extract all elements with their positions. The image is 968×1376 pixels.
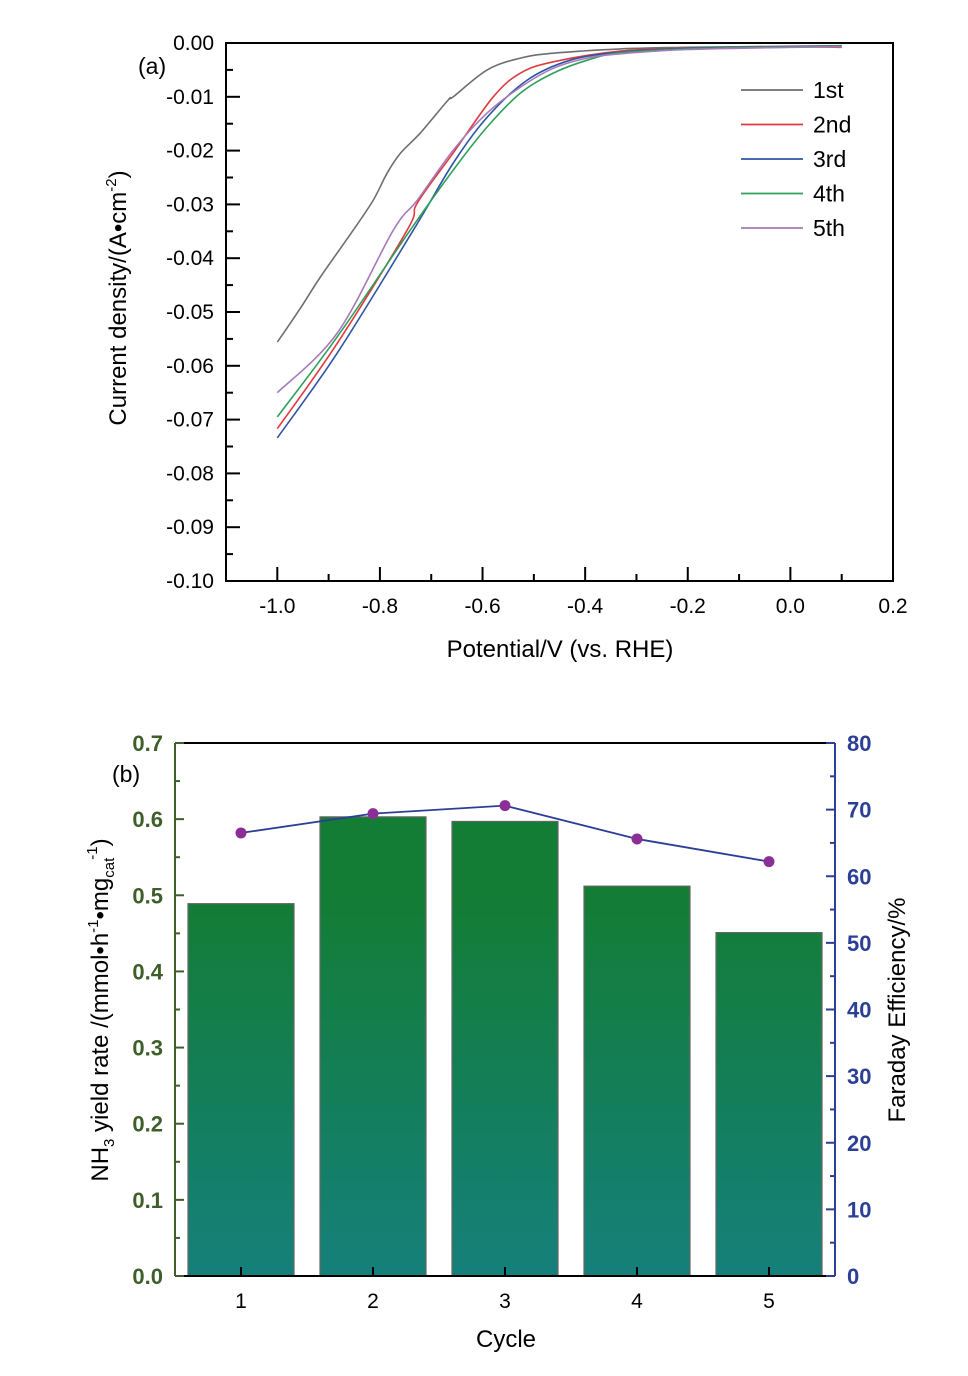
y-tick-label-a: -0.04	[166, 247, 214, 270]
x-tick-label-a: -0.6	[464, 595, 500, 618]
bars-group	[187, 816, 823, 1277]
legend-label-2nd: 2nd	[813, 112, 851, 138]
y-right-tick-label-b: 50	[847, 931, 871, 956]
x-tick-label-a: -0.4	[567, 595, 604, 618]
y-left-tick-label-b: 0.1	[132, 1188, 163, 1213]
bar-cycle-4	[583, 885, 691, 1277]
x-axis-title-b: Cycle	[476, 1326, 536, 1353]
bar-cycle-5	[715, 931, 823, 1277]
y-axis-title-a-main: Current density/(A•cm	[105, 192, 132, 426]
y-right-tick-label-b: 60	[847, 864, 871, 889]
legend-label-4th: 4th	[813, 181, 845, 207]
y-right-tick-label-b: 10	[847, 1197, 871, 1222]
faraday-point-cycle-1	[235, 827, 247, 839]
x-tick-label-b: 2	[367, 1290, 379, 1313]
y-right-tick-label-b: 0	[847, 1264, 859, 1289]
x-tick-label-b: 3	[499, 1290, 511, 1313]
y-axis-title-a-end: )	[105, 170, 132, 178]
ylabel-left-sub: 3	[101, 1139, 118, 1147]
x-tick-label-b: 5	[763, 1290, 775, 1313]
y-tick-label-a: -0.03	[166, 193, 214, 216]
ylabel-left-sub: cat	[101, 857, 118, 878]
bar-cycle-1	[187, 903, 295, 1277]
y-tick-label-a: -0.02	[166, 140, 214, 163]
y-right-tick-label-b: 70	[847, 798, 871, 823]
x-tick-label-a: -1.0	[259, 595, 295, 618]
ylabel-left-part: )	[87, 838, 114, 846]
chart-a-current-density: -1.0 -0.8 -0.6 -0.4 -0.2 0.0 0.2 0.00 -0.01 -0.02…	[103, 32, 908, 663]
series-line-1st	[276, 44, 842, 343]
x-tick-label-a: -0.8	[362, 595, 398, 618]
ylabel-left-sup: -1	[85, 919, 102, 932]
faraday-point-cycle-3	[499, 800, 511, 812]
ticks-group-b: 1 2 3 4 5 0.0 0.1 0.2 0.3 0.4 0.5 0.6 0.7 0 10 20 30 40 50…	[132, 731, 871, 1313]
y-left-tick-label-b: 0.7	[132, 731, 163, 756]
y-left-tick-label-b: 0.0	[132, 1264, 163, 1289]
x-tick-label-a: 0.0	[776, 595, 805, 618]
bar-cycle-2	[319, 816, 427, 1277]
y-right-tick-label-b: 30	[847, 1064, 871, 1089]
ticks-group: -1.0 -0.8 -0.6 -0.4 -0.2 0.0 0.2 0.00 -0.01 -0.02…	[166, 32, 907, 618]
ylabel-left-part: NH	[87, 1147, 114, 1182]
curves-group	[276, 44, 842, 439]
y-tick-label-a: -0.09	[166, 516, 214, 539]
panel-label-b: (b)	[112, 761, 140, 787]
y-right-tick-label-b: 40	[847, 998, 871, 1023]
y-left-tick-label-b: 0.5	[132, 883, 163, 908]
y-tick-label-a: -0.07	[166, 409, 214, 432]
y-tick-label-a: -0.05	[166, 301, 214, 324]
series-line-5th	[276, 46, 842, 394]
y-tick-label-a: 0.00	[173, 32, 214, 55]
y-axis-title-right-b: Faraday Efficiency/%	[884, 898, 911, 1123]
y-left-tick-label-b: 0.6	[132, 807, 163, 832]
y-left-tick-label-b: 0.4	[132, 959, 163, 984]
y-axis-title-left-b: NH3 yield rate /(mmol•h-1•mgcat-1)	[84, 838, 118, 1181]
y-left-tick-label-b: 0.3	[132, 1036, 163, 1061]
faraday-point-cycle-2	[367, 808, 379, 820]
x-tick-label-b: 1	[235, 1290, 247, 1313]
y-tick-label-a: -0.10	[166, 570, 214, 593]
bar-cycle-3	[451, 820, 559, 1277]
panel-label-a: (a)	[138, 53, 166, 79]
y-tick-label-a: -0.08	[166, 462, 214, 485]
faraday-line-group	[235, 800, 775, 868]
y-left-tick-label-b: 0.2	[132, 1112, 163, 1137]
y-axis-title-a-sup: -2	[103, 178, 120, 191]
legend-a: 1st 2nd 3rd 4th 5th	[741, 77, 851, 241]
legend-label-1st: 1st	[813, 77, 844, 103]
legend-label-3rd: 3rd	[813, 146, 846, 172]
ylabel-left-part: yield rate /(mmol•h	[87, 933, 114, 1139]
x-axis-title-a: Potential/V (vs. RHE)	[447, 636, 674, 663]
x-tick-label-b: 4	[631, 1290, 643, 1313]
y-right-tick-label-b: 80	[847, 731, 871, 756]
x-tick-label-a: -0.2	[670, 595, 706, 618]
faraday-point-cycle-4	[631, 833, 643, 845]
y-tick-label-a: -0.01	[166, 86, 214, 109]
y-axis-title-a: Current density/(A•cm-2)	[103, 170, 132, 425]
faraday-point-cycle-5	[763, 856, 775, 868]
legend-label-5th: 5th	[813, 215, 845, 241]
y-tick-label-a: -0.06	[166, 355, 214, 378]
x-tick-label-a: 0.2	[878, 595, 907, 618]
y-right-tick-label-b: 20	[847, 1131, 871, 1156]
ylabel-left-part: •mg	[87, 878, 114, 920]
ylabel-left-sup: -1	[84, 846, 101, 859]
